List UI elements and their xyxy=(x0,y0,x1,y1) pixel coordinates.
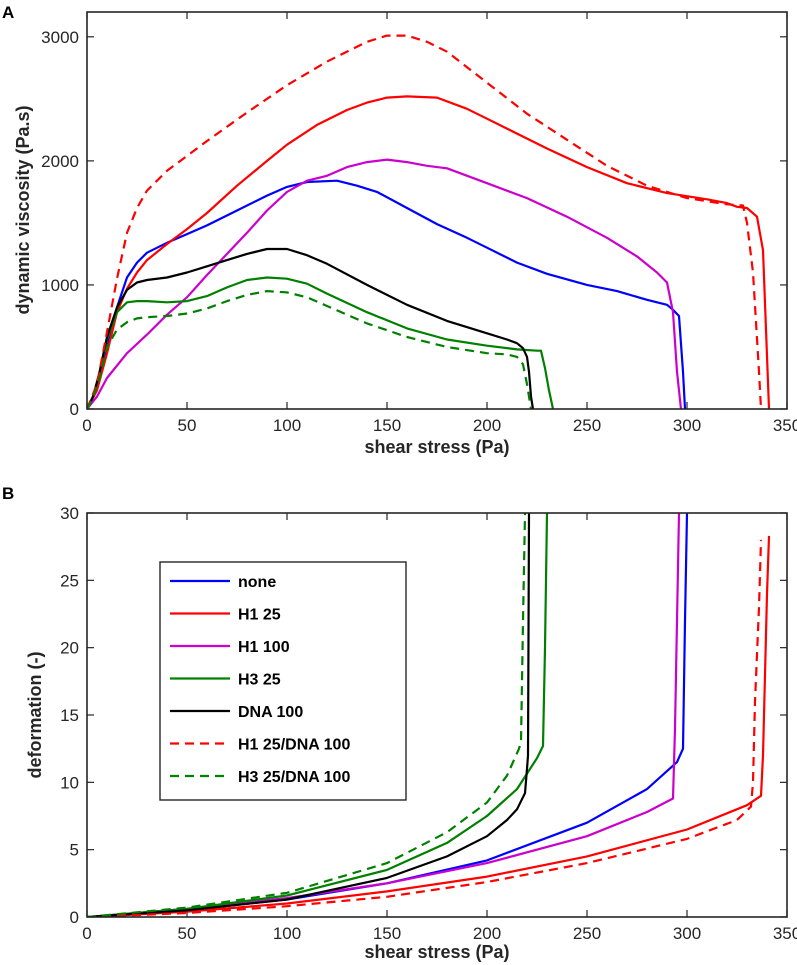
legend-label-dna-100: DNA 100 xyxy=(238,704,303,721)
panel-a-x-axis-title: shear stress (Pa) xyxy=(364,437,509,457)
panel-a-y-tick-label: 1000 xyxy=(41,276,79,295)
panel-a-x-tick-label: 100 xyxy=(273,416,301,435)
panel-b-y-tick-label: 30 xyxy=(60,504,79,523)
panel-b-label: B xyxy=(2,484,14,503)
panel-a-series-line-h1-25-dna-100 xyxy=(87,34,763,409)
panel-a-y-tick-label: 0 xyxy=(70,400,79,419)
legend-label-h1-100: H1 100 xyxy=(238,639,290,656)
panel-a-x-tick-label: 350 xyxy=(773,416,797,435)
panel-a-x-tick-label: 250 xyxy=(573,416,601,435)
panel-b-x-tick-label: 100 xyxy=(273,924,301,943)
panel-a-x-tick-label: 0 xyxy=(82,416,91,435)
panel-b-series-line-h1-25 xyxy=(87,535,771,917)
panel-b-y-tick-label: 5 xyxy=(70,841,79,860)
panel-a-y-tick-label: 2000 xyxy=(41,152,79,171)
legend-label-h1-25: H1 25 xyxy=(238,607,281,624)
panel-a-series-line-h3-25 xyxy=(87,276,555,409)
panel-a: A 0 50 100 150 200 250 300 350 0 1000 2000 3000 she… xyxy=(2,3,797,457)
panel-b-x-tick-label: 150 xyxy=(373,924,401,943)
legend-label-none: none xyxy=(238,574,276,591)
panel-b-ticks: 0 50 100 150 200 250 300 350 0 5 10 15 20 25 30 xyxy=(60,504,797,943)
panel-a-x-tick-label: 50 xyxy=(178,416,197,435)
legend-label-h3-25-dna-100: H3 25/DNA 100 xyxy=(238,769,350,786)
panel-a-series-line-h3-25-dna-100 xyxy=(87,290,533,409)
panel-a-series-line-h1-100 xyxy=(87,158,683,409)
panel-a-series xyxy=(87,34,771,409)
legend-label-h3-25: H3 25 xyxy=(238,672,281,689)
panel-b-x-tick-label: 300 xyxy=(673,924,701,943)
panel-b-x-tick-label: 250 xyxy=(573,924,601,943)
panel-a-y-axis-title: dynamic viscosity (Pa.s) xyxy=(13,105,33,314)
panel-b-series-line-h1-25-dna-100 xyxy=(87,539,763,917)
panel-a-series-line-none xyxy=(87,179,687,409)
panel-b-y-tick-label: 0 xyxy=(70,908,79,927)
panel-a-x-tick-label: 300 xyxy=(673,416,701,435)
panel-b-x-tick-label: 50 xyxy=(178,924,197,943)
panel-b-x-tick-label: 200 xyxy=(473,924,501,943)
panel-b-x-tick-label: 350 xyxy=(773,924,797,943)
panel-a-series-line-dna-100 xyxy=(87,247,535,409)
panel-b-y-tick-label: 25 xyxy=(60,571,79,590)
panel-a-series-line-h1-25 xyxy=(87,95,771,409)
panel-a-x-tick-label: 200 xyxy=(473,416,501,435)
panel-a-ticks: 0 50 100 150 200 250 300 350 0 1000 2000 3000 xyxy=(41,12,797,435)
legend: none H1 25 H1 100 H3 25 DNA 100 H1 25/DNA 100… xyxy=(159,561,407,801)
panel-a-frame xyxy=(86,11,788,410)
legend-box xyxy=(159,561,407,801)
legend-items: none H1 25 H1 100 H3 25 DNA 100 H1 25/DNA 100… xyxy=(170,574,350,786)
panel-b-series-line-dna-100 xyxy=(87,513,531,917)
panel-b-series-line-h3-25-dna-100 xyxy=(87,513,527,917)
panel-b-y-tick-label: 10 xyxy=(60,773,79,792)
panel-b-y-tick-label: 15 xyxy=(60,706,79,725)
panel-b-series-line-h1-100 xyxy=(87,513,681,917)
panel-a-y-tick-label: 3000 xyxy=(41,28,79,47)
panel-b-x-axis-title: shear stress (Pa) xyxy=(364,942,509,962)
panel-b-frame xyxy=(86,512,788,918)
panel-b-series-line-h3-25 xyxy=(87,513,549,917)
panel-b-y-tick-label: 20 xyxy=(60,639,79,658)
panel-b-y-axis-title: deformation (-) xyxy=(25,652,45,779)
legend-label-h1-25-dna-100: H1 25/DNA 100 xyxy=(238,737,350,754)
panel-a-label: A xyxy=(2,3,14,22)
panel-b: B 0 50 100 150 200 250 300 350 0 5 10 15 20 25 30 shea… xyxy=(2,484,797,962)
panel-a-plot-area xyxy=(87,12,787,409)
panel-b-x-tick-label: 0 xyxy=(82,924,91,943)
panel-a-x-tick-label: 150 xyxy=(373,416,401,435)
panel-b-series xyxy=(87,513,771,917)
